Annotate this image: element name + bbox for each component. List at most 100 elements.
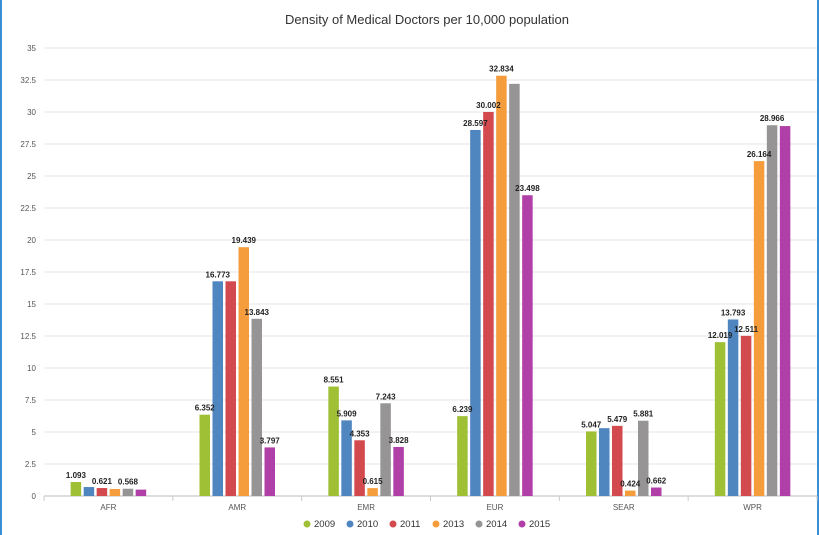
y-tick-label: 17.5 <box>20 268 36 277</box>
data-label: 5.881 <box>633 410 654 419</box>
y-tick-label: 15 <box>27 300 36 309</box>
y-tick-label: 27.5 <box>20 140 36 149</box>
data-label: 30.002 <box>476 101 501 110</box>
y-tick-label: 20 <box>27 236 36 245</box>
bar <box>766 125 778 496</box>
x-tick-label: AFR <box>100 503 116 512</box>
bar <box>264 447 275 496</box>
data-label: 6.239 <box>452 405 473 414</box>
data-label: 28.966 <box>760 114 785 123</box>
y-tick-label: 25 <box>27 172 36 181</box>
data-labels: 1.093 6.352 8.551 6.239 5.047 12.019 16.773 5.9… <box>66 65 785 489</box>
legend-marker <box>475 520 483 528</box>
bar <box>740 335 752 496</box>
bar <box>779 126 791 496</box>
grid <box>44 47 817 465</box>
data-label: 0.662 <box>646 477 667 486</box>
bar <box>599 428 610 496</box>
x-tick-label: AMR <box>228 503 246 512</box>
x-tick-label: WPR <box>743 503 762 512</box>
bar <box>96 488 108 496</box>
bar <box>83 487 95 496</box>
y-tick-label: 2.5 <box>25 460 37 469</box>
y-tick-label: 10 <box>27 364 36 373</box>
data-label: 0.568 <box>118 478 139 487</box>
legend-label: 2010 <box>357 519 378 530</box>
legend-label: 2009 <box>314 519 335 530</box>
y-tick-label: 0 <box>32 492 37 501</box>
legend-marker <box>389 520 397 528</box>
data-label: 26.164 <box>747 150 772 159</box>
legend-marker <box>518 520 526 528</box>
bar <box>457 416 468 496</box>
data-label: 13.793 <box>721 308 746 317</box>
y-tick-label: 7.5 <box>25 396 37 405</box>
x-tick-label: EUR <box>486 503 503 512</box>
data-label: 6.352 <box>195 404 216 413</box>
legend-label: 2011 <box>400 519 420 530</box>
bar <box>341 420 352 496</box>
y-tick-label: 12.5 <box>20 332 36 341</box>
bar <box>651 487 662 496</box>
legend-label: 2013 <box>443 519 464 530</box>
data-label: 3.828 <box>389 436 410 445</box>
bar <box>483 111 494 497</box>
bar <box>612 425 623 496</box>
data-label: 8.551 <box>324 376 345 385</box>
bar <box>727 319 739 496</box>
bar <box>470 129 481 496</box>
data-label: 0.424 <box>620 480 641 489</box>
data-label: 13.843 <box>245 308 270 317</box>
bar <box>380 403 391 496</box>
chart-title: Density of Medical Doctors per 10,000 po… <box>285 12 569 27</box>
bar <box>496 75 507 497</box>
legend-marker <box>432 520 440 528</box>
bar <box>625 490 636 496</box>
y-tick-label: 35 <box>27 44 36 53</box>
data-label: 0.615 <box>363 477 384 486</box>
bar <box>509 83 520 496</box>
y-tick-label: 32.5 <box>20 76 36 85</box>
x-tick-label: EMR <box>357 503 375 512</box>
data-label: 4.353 <box>350 429 371 438</box>
data-label: 0.621 <box>92 477 113 486</box>
bar <box>251 318 262 496</box>
legend-label: 2014 <box>486 519 507 530</box>
data-label: 1.093 <box>66 471 87 480</box>
bar <box>225 281 236 496</box>
legend: 2009 2010 2011 2013 2014 2015 <box>303 519 550 530</box>
bar <box>714 342 726 496</box>
axes: 0 2.5 5 7.5 10 12.5 15 17.5 20 22.5 25 27.5 30 32.5 35… <box>20 44 818 512</box>
data-label: 5.479 <box>607 415 628 424</box>
data-label: 12.511 <box>734 325 759 334</box>
data-label: 23.498 <box>515 184 540 193</box>
bar <box>328 386 339 496</box>
y-tick-label: 30 <box>27 108 36 117</box>
bars <box>70 75 791 497</box>
bar <box>638 420 649 496</box>
data-label: 5.047 <box>581 420 602 429</box>
bar <box>586 431 597 496</box>
data-label: 28.597 <box>463 119 488 128</box>
data-label: 3.797 <box>260 436 281 445</box>
data-label: 5.909 <box>337 409 358 418</box>
data-label: 19.439 <box>232 236 257 245</box>
bar <box>238 247 249 496</box>
bar <box>393 447 404 496</box>
bar <box>367 488 378 496</box>
y-tick-label: 22.5 <box>20 204 36 213</box>
bar <box>522 195 533 497</box>
bar <box>199 414 210 496</box>
legend-marker <box>303 520 311 528</box>
bar <box>212 281 223 496</box>
data-label: 12.019 <box>708 331 733 340</box>
bar <box>354 440 365 496</box>
legend-marker <box>346 520 354 528</box>
bar <box>70 482 82 496</box>
y-tick-label: 5 <box>32 428 37 437</box>
data-label: 32.834 <box>489 65 514 74</box>
bar <box>109 488 121 496</box>
x-tick-label: SEAR <box>613 503 635 512</box>
